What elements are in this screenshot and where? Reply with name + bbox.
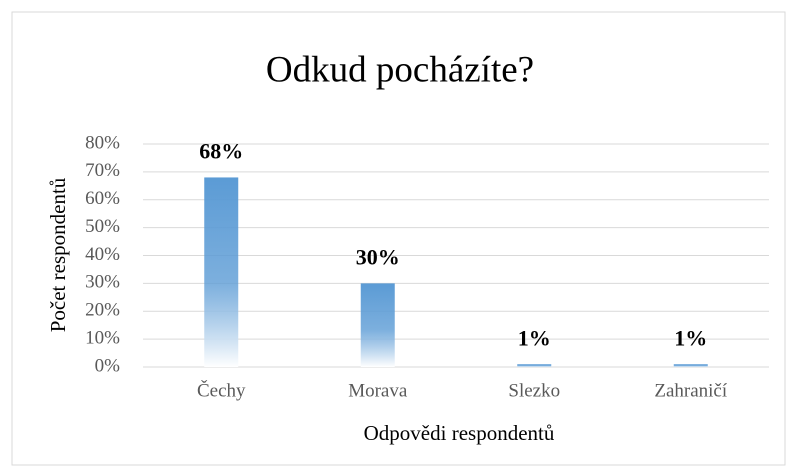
bar (517, 364, 552, 367)
x-tick-label: Morava (348, 380, 408, 401)
y-tick-label: 50% (85, 216, 120, 237)
data-label: 30% (356, 244, 400, 269)
data-label: 68% (199, 138, 243, 163)
y-tick-label: 20% (85, 300, 120, 321)
y-tick-label: 60% (85, 188, 120, 209)
chart-title: Odkud pocházíte? (266, 49, 534, 90)
chart-border (11, 11, 786, 466)
y-axis-label: Počet respondentů (46, 177, 70, 332)
bar (360, 283, 395, 367)
y-tick-label: 10% (85, 327, 120, 348)
data-label: 1% (674, 325, 707, 350)
x-tick-label: Zahraničí (654, 380, 728, 401)
y-tick-label: 30% (85, 272, 120, 293)
data-label: 1% (518, 325, 551, 350)
bar (204, 177, 239, 367)
x-tick-label: Čechy (197, 379, 246, 401)
y-tick-label: 0% (95, 355, 121, 376)
y-tick-label: 80% (85, 132, 120, 153)
bar (673, 364, 708, 367)
y-tick-label: 40% (85, 244, 120, 265)
y-tick-label: 70% (85, 160, 120, 181)
x-axis-label: Odpovědi respondentů (364, 421, 555, 445)
x-tick-label: Slezko (508, 380, 560, 401)
